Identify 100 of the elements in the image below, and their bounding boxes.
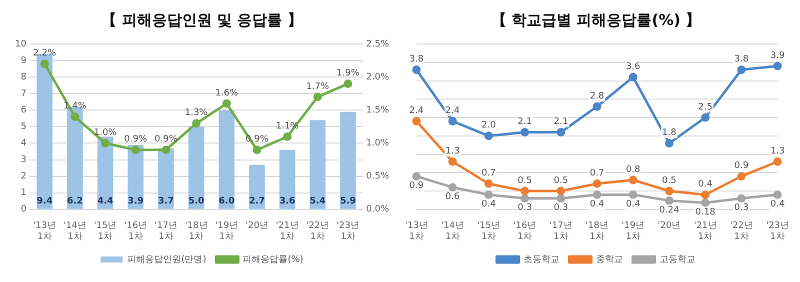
point — [556, 128, 566, 136]
point — [40, 60, 49, 68]
data-label: 0.24 — [659, 205, 680, 216]
point — [484, 179, 493, 188]
x-tick-label: '22년 1차 — [306, 221, 330, 242]
data-label: 0.4 — [698, 180, 713, 190]
bar — [279, 150, 296, 209]
y-tick-label: 1 — [20, 188, 26, 198]
data-label: 1.7% — [306, 82, 330, 92]
point — [448, 183, 457, 192]
point — [773, 62, 782, 70]
y2-tick-label: 2.0% — [366, 72, 390, 82]
x-tick-label: '22년 1차 — [730, 221, 753, 242]
y-tick-label: 5 — [20, 122, 26, 132]
y-tick-label: 8 — [20, 72, 27, 82]
x-tick-label: '21년 1차 — [694, 221, 717, 242]
data-label: 3.8 — [734, 54, 749, 65]
point — [628, 176, 638, 184]
data-label: 0.4 — [626, 200, 641, 210]
point — [484, 132, 493, 140]
y-tick-label: 10 — [15, 39, 27, 50]
point — [701, 113, 710, 122]
point — [313, 92, 322, 102]
data-label: 0.5 — [554, 176, 568, 186]
point — [70, 112, 80, 122]
legend-label: 피해응답률(%) — [242, 254, 304, 265]
legend-label: 피해응답인원(만명) — [127, 254, 206, 265]
x-tick-label: '17년 1차 — [549, 221, 572, 242]
data-label: 1.0% — [94, 128, 118, 138]
data-label: 5.9 — [340, 196, 356, 207]
y-tick-label: 0 — [20, 204, 27, 215]
data-label: 0.9% — [154, 134, 178, 145]
data-label: 5.0 — [188, 196, 204, 207]
data-label: 1.3% — [184, 108, 208, 118]
data-label: 0.7 — [482, 168, 496, 179]
bar — [340, 112, 356, 209]
data-label: 2.4 — [409, 106, 424, 116]
x-tick-label: '19년 1차 — [215, 221, 238, 242]
data-label: 3.7 — [158, 196, 174, 207]
data-label: 0.5 — [662, 176, 676, 186]
point — [344, 79, 352, 88]
data-label: 3.9 — [770, 50, 785, 61]
point — [162, 146, 170, 154]
y2-tick-label: 2.5% — [366, 39, 390, 50]
data-label: 0.3 — [518, 203, 532, 214]
data-label: 2.0 — [482, 120, 496, 131]
bar — [158, 148, 174, 209]
data-label: 3.6 — [626, 62, 641, 72]
data-label: 2.4 — [445, 106, 460, 116]
data-label: 0.3 — [734, 203, 749, 214]
data-label: 2.8 — [590, 91, 604, 102]
data-label: 1.3 — [445, 146, 460, 156]
point — [773, 190, 782, 199]
bar — [188, 126, 204, 209]
y-tick-label: 3 — [20, 155, 26, 166]
point — [592, 190, 602, 199]
legend-label: 고등학교 — [659, 254, 696, 265]
point — [664, 138, 674, 148]
x-tick-label: '19년 1차 — [622, 221, 645, 242]
data-label: 0.6 — [445, 192, 460, 202]
bar — [97, 136, 114, 209]
data-label: 3.9 — [128, 196, 144, 207]
y-tick-label: 7 — [20, 88, 26, 99]
data-label: 1.3 — [770, 146, 785, 156]
x-tick-label: '14년 1차 — [63, 221, 86, 242]
chart-title: 【 학교급별 피해응답률(%) 】 — [491, 10, 701, 29]
point — [283, 132, 292, 141]
y-tick-label: 6 — [20, 106, 27, 116]
point — [701, 198, 710, 208]
data-label: 0.8 — [626, 164, 641, 175]
data-label: 9.4 — [36, 196, 53, 207]
x-tick-label: '13년 1차 — [404, 221, 428, 242]
data-label: 0.7 — [590, 168, 604, 179]
point — [737, 65, 746, 74]
point — [520, 128, 530, 136]
point — [131, 146, 140, 154]
point — [520, 186, 530, 196]
x-tick-label: '14년 1차 — [441, 221, 464, 242]
point — [737, 194, 746, 203]
data-label: 1.9% — [336, 68, 360, 79]
point — [222, 99, 231, 108]
chart-title: 【 피해응답인원 및 응답률 】 — [102, 10, 302, 29]
data-label: 0.5 — [518, 176, 532, 186]
y-tick-label: 9 — [20, 56, 27, 66]
y2-tick-label: 1.0% — [366, 138, 390, 149]
x-tick-label: '21년 1차 — [276, 221, 299, 242]
x-tick-label: '23년 1차 — [336, 221, 360, 242]
point — [484, 190, 493, 199]
point — [556, 194, 566, 203]
point — [592, 102, 602, 111]
data-label: 2.5 — [698, 102, 712, 112]
point — [556, 186, 566, 196]
x-tick-label: '15년 1차 — [94, 221, 117, 242]
data-label: 3.8 — [409, 54, 424, 65]
point — [412, 116, 421, 126]
data-label: 1.8 — [662, 128, 677, 138]
y-tick-label: 4 — [20, 138, 27, 149]
legend-label: 초등학교 — [523, 254, 560, 265]
y2-tick-label: 0.5% — [366, 172, 390, 182]
data-label: 0.9 — [409, 181, 424, 192]
